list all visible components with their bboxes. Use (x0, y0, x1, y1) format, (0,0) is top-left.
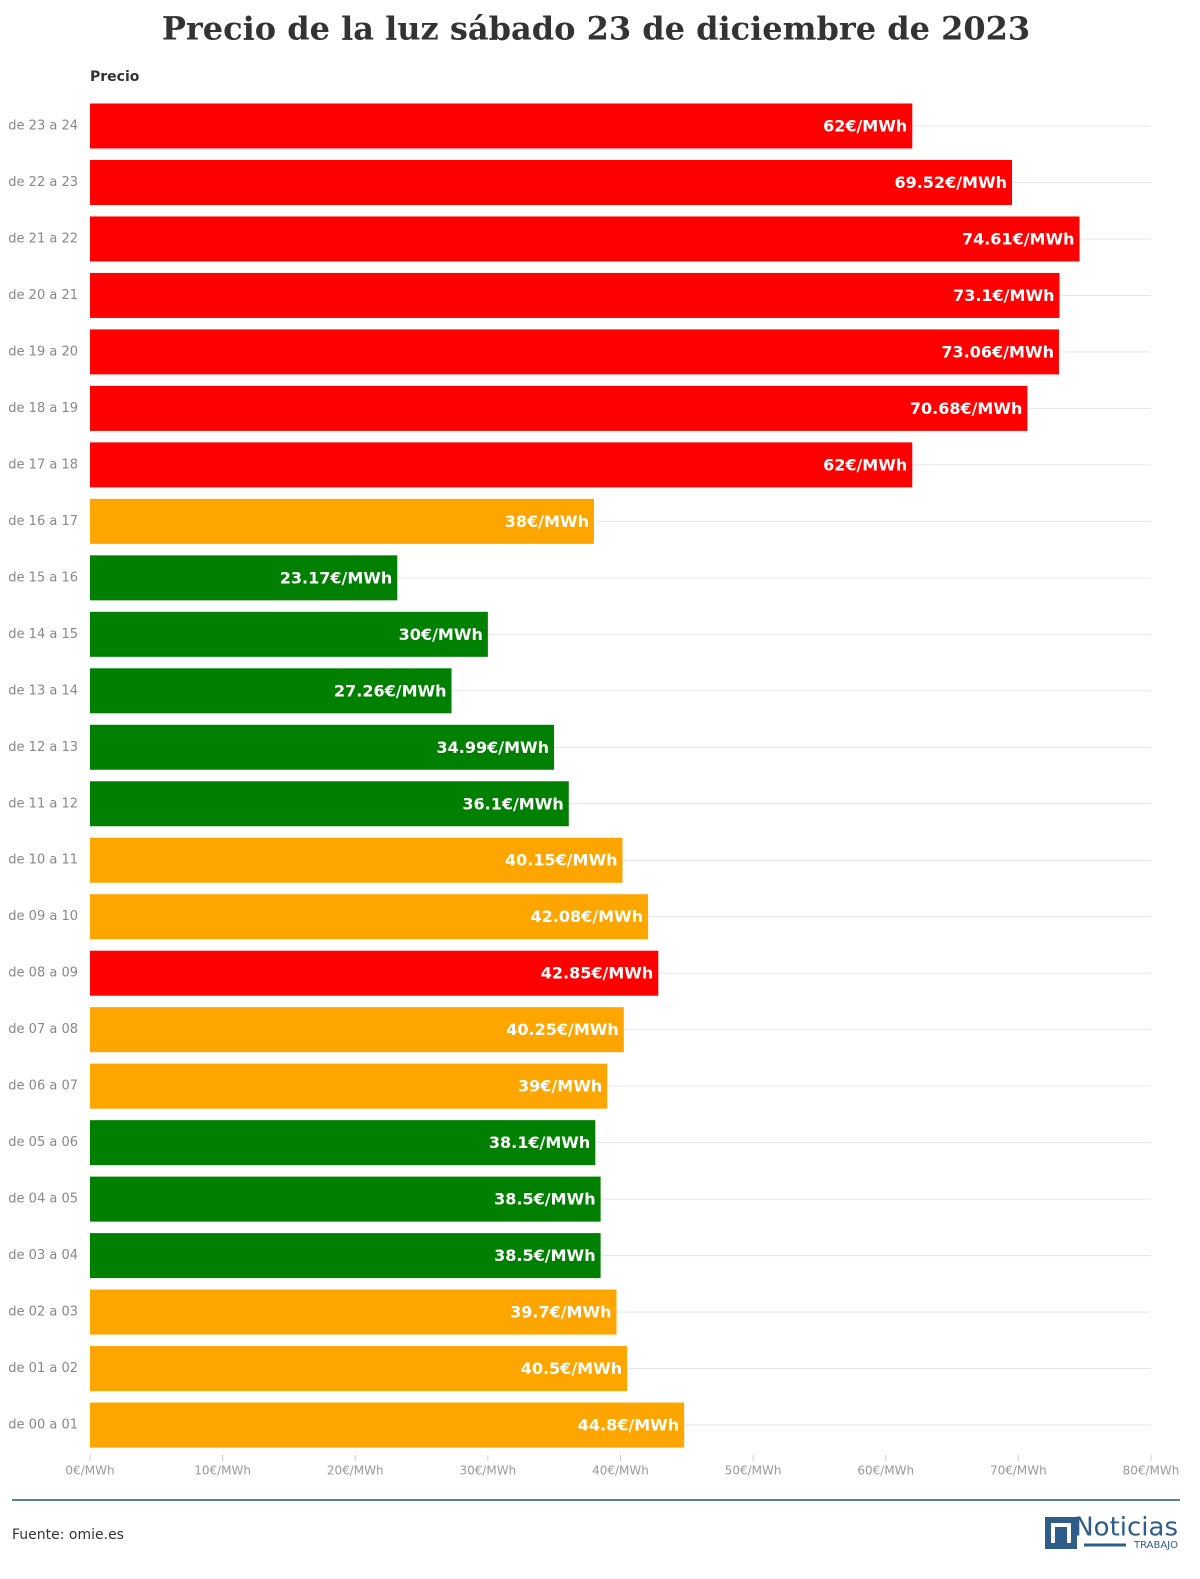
value-label: 23.17€/MWh (280, 568, 393, 587)
x-tick-label: 10€/MWh (194, 1464, 251, 1478)
value-label: 38€/MWh (505, 512, 589, 531)
value-label: 38.5€/MWh (494, 1246, 595, 1265)
y-tick-label: de 11 a 12 (8, 796, 78, 811)
x-tick-label: 0€/MWh (65, 1464, 114, 1478)
bar (90, 272, 1060, 318)
bar (90, 103, 913, 149)
y-tick-label: de 05 a 06 (8, 1135, 78, 1150)
bar (90, 950, 659, 996)
y-tick-label: de 20 a 21 (8, 288, 78, 303)
y-tick-label: de 08 a 09 (8, 966, 78, 981)
x-tick-label: 80€/MWh (1123, 1464, 1180, 1478)
y-tick-label: de 01 a 02 (8, 1361, 78, 1376)
bar (90, 724, 555, 770)
y-tick-label: de 17 a 18 (8, 457, 78, 472)
value-label: 36.1€/MWh (462, 794, 563, 813)
logo-glyph (1051, 1523, 1071, 1543)
logo-sub: TRABAJO (1133, 1540, 1178, 1551)
y-tick-label: de 09 a 10 (8, 909, 78, 924)
value-label: 73.1€/MWh (953, 286, 1054, 305)
value-label: 70.68€/MWh (910, 399, 1023, 418)
bar (90, 385, 1028, 431)
x-tick-label: 30€/MWh (459, 1464, 516, 1478)
value-label: 40.25€/MWh (506, 1020, 619, 1039)
value-label: 42.85€/MWh (541, 964, 654, 983)
bar (90, 1063, 608, 1109)
value-label: 69.52€/MWh (894, 173, 1007, 192)
bar (90, 1007, 624, 1053)
y-tick-label: de 21 a 22 (8, 231, 78, 246)
value-label: 39.7€/MWh (510, 1303, 611, 1322)
y-tick-label: de 16 a 17 (8, 514, 78, 529)
bar (90, 159, 1013, 205)
y-tick-label: de 13 a 14 (8, 683, 78, 698)
y-tick-label: de 18 a 19 (8, 401, 78, 416)
x-tick-label: 50€/MWh (725, 1464, 782, 1478)
bar (90, 668, 452, 714)
y-tick-label: de 15 a 16 (8, 570, 78, 585)
y-tick-label: de 04 a 05 (8, 1192, 78, 1207)
bar (90, 1402, 685, 1448)
bar (90, 442, 913, 488)
y-tick-label: de 10 a 11 (8, 853, 78, 868)
bar (90, 894, 649, 940)
value-label: 40.5€/MWh (521, 1359, 622, 1378)
chart-title: Precio de la luz sábado 23 de diciembre … (162, 10, 1030, 48)
x-tick-label: 40€/MWh (592, 1464, 649, 1478)
bar (90, 1176, 601, 1222)
x-tick-label: 60€/MWh (857, 1464, 914, 1478)
bar (90, 611, 488, 657)
value-label: 62€/MWh (823, 455, 907, 474)
y-tick-label: de 22 a 23 (8, 175, 78, 190)
x-tick-label: 70€/MWh (990, 1464, 1047, 1478)
source: Fuente: omie.es (12, 1527, 124, 1543)
y-tick-label: de 02 a 03 (8, 1305, 78, 1320)
value-label: 40.15€/MWh (505, 851, 618, 870)
value-label: 27.26€/MWh (334, 681, 447, 700)
x-tick-label: 20€/MWh (327, 1464, 384, 1478)
y-tick-label: de 06 a 07 (8, 1079, 78, 1094)
bar (90, 1289, 617, 1335)
bar (90, 555, 398, 601)
bar (90, 216, 1080, 262)
y-tick-label: de 23 a 24 (8, 119, 78, 134)
value-label: 34.99€/MWh (437, 738, 550, 757)
logo-icon (1045, 1517, 1077, 1549)
value-label: 62€/MWh (823, 117, 907, 136)
value-label: 30€/MWh (399, 625, 483, 644)
y-tick-label: de 12 a 13 (8, 740, 78, 755)
y-tick-label: de 07 a 08 (8, 1022, 78, 1037)
y-tick-label: de 19 a 20 (8, 344, 78, 359)
value-label: 42.08€/MWh (531, 907, 644, 926)
value-label: 44.8€/MWh (578, 1416, 679, 1435)
value-label: 38.5€/MWh (494, 1190, 595, 1209)
y-tick-label: de 00 a 01 (8, 1418, 78, 1433)
y-tick-label: de 03 a 04 (8, 1248, 78, 1263)
logo-name: Noticias (1074, 1513, 1178, 1543)
bar (90, 1346, 628, 1392)
value-label: 74.61€/MWh (962, 229, 1075, 248)
axis-label: Precio (90, 69, 140, 85)
value-label: 38.1€/MWh (489, 1133, 590, 1152)
value-label: 39€/MWh (518, 1077, 602, 1096)
bar (90, 781, 569, 827)
value-label: 73.06€/MWh (941, 342, 1054, 361)
bar (90, 498, 594, 544)
y-tick-label: de 14 a 15 (8, 627, 78, 642)
bar (90, 1120, 596, 1166)
bar (90, 329, 1059, 375)
bar (90, 837, 623, 883)
bar (90, 1233, 601, 1279)
